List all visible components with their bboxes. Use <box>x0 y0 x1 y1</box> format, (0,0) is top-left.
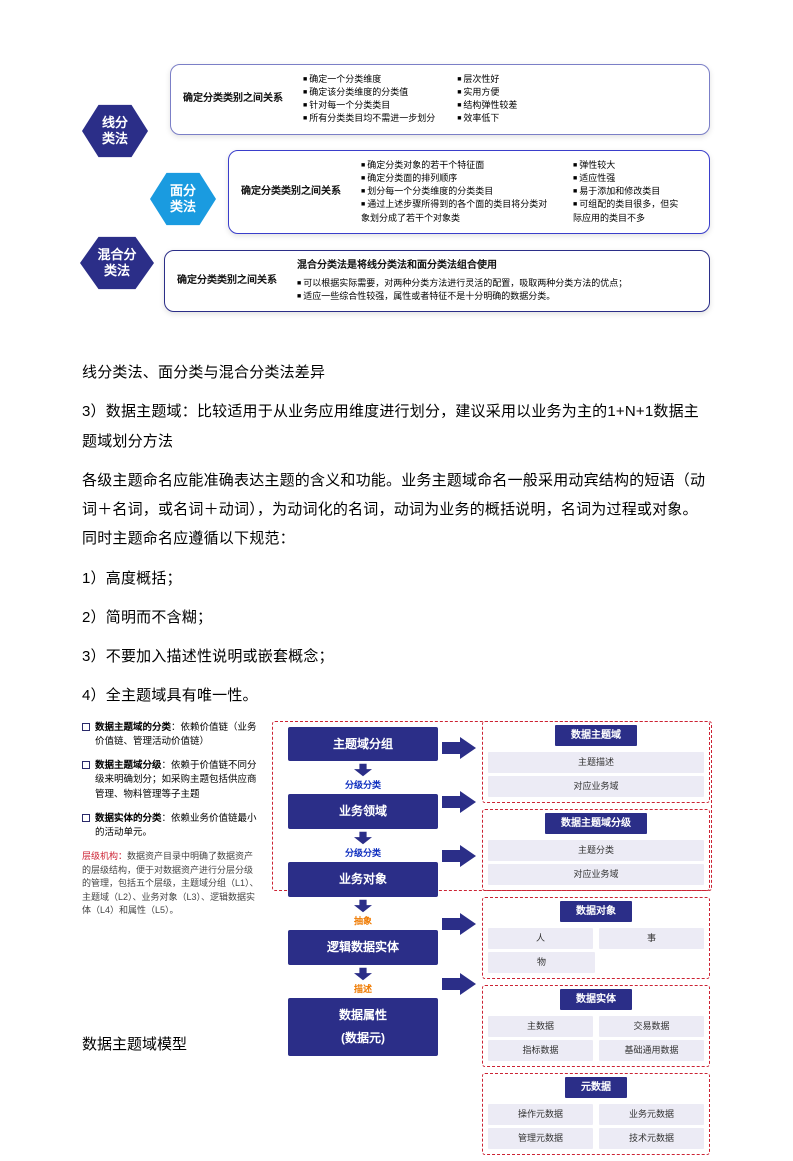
box1-colA: 确定一个分类维度确定该分类维度的分类值针对每一个分类类目所有分类类目均不需进一步… <box>303 73 435 126</box>
body-text: 线分类法、面分类与混合分类法差异 3）数据主题域：比较适用于从业务应用维度进行划… <box>82 358 711 711</box>
rule-1: 1）高度概括； <box>82 564 711 593</box>
panel-cell: 操作元数据 <box>488 1104 593 1125</box>
panel-cell: 物 <box>488 952 595 973</box>
method-box-3: 确定分类类别之间关系 混合分类法是将线分类法和面分类法组合使用 可以根据实际需要… <box>164 250 710 312</box>
mid-box: 逻辑数据实体 <box>288 930 438 965</box>
left-note: 数据主题域的分类：依赖价值链（业务价值链、管理活动价值链） <box>82 721 260 750</box>
rule-3: 3）不要加入描述性说明或嵌套概念； <box>82 642 711 671</box>
hex-linear: 线分 类法 1 <box>82 102 148 160</box>
para-topic: 3）数据主题域：比较适用于从业务应用维度进行划分，建议采用以业务为主的1+N+1… <box>82 397 711 456</box>
mid-box: 业务对象 <box>288 862 438 897</box>
left-note: 数据主题域分级：依赖于价值链不同分级来明确划分；如采购主题包括供应商管理、物料管… <box>82 759 260 802</box>
panel-cell: 主数据 <box>488 1016 593 1037</box>
left-note: 数据实体的分类：依赖业务价值链最小的活动单元。 <box>82 812 260 841</box>
panel-cell: 主题描述 <box>488 752 704 773</box>
panel-title: 数据实体 <box>560 989 632 1010</box>
rel-label-1: 确定分类类别之间关系 <box>183 92 293 107</box>
panel-title: 数据主题域分级 <box>545 813 647 834</box>
para-naming: 各级主题命名应能准确表达主题的含义和功能。业务主题域命名一般采用动宾结构的短语（… <box>82 466 711 554</box>
panel-title: 元数据 <box>565 1077 627 1098</box>
hex-mixed: 混合分 类法 3 <box>80 234 154 292</box>
right-arrow-icon <box>442 791 476 813</box>
right-arrow-icon <box>442 737 476 759</box>
hex-facet: 面分 类法 2 <box>150 170 216 228</box>
topic-domain-model-diagram: 数据主题域的分类：依赖价值链（业务价值链、管理活动价值链） 数据主题域分级：依赖于… <box>82 721 711 1021</box>
arrow-label: 描述 <box>288 981 438 998</box>
arrow-label: 分级分类 <box>288 845 438 862</box>
down-arrow-icon <box>288 899 438 913</box>
footnote: 层级机构：数据资产目录中明确了数据资产的层级结构，便于对数据资产进行分层分级的管… <box>82 850 260 918</box>
panel-title: 数据主题域 <box>555 725 637 746</box>
mid-box: 主题域分组 <box>288 727 438 762</box>
panel-cell: 主题分类 <box>488 840 704 861</box>
down-arrow-icon <box>288 967 438 981</box>
right-panel: 数据主题域主题描述对应业务域 <box>482 721 710 803</box>
panel-cell: 事 <box>599 928 704 949</box>
panel-cell: 管理元数据 <box>488 1128 593 1149</box>
panel-cell: 业务元数据 <box>599 1104 704 1125</box>
panel-cell: 对应业务域 <box>488 776 704 797</box>
right-panel: 数据对象人事物 <box>482 897 710 979</box>
panel-cell: 对应业务域 <box>488 864 704 885</box>
classification-methods-diagram: 线分 类法 1 面分 类法 2 混合分 类法 3 确定分类类别之间关系 确定一个… <box>82 60 711 340</box>
rule-2: 2）简明而不含糊； <box>82 603 711 632</box>
mid-box: 业务领域 <box>288 794 438 829</box>
rule-4: 4）全主题域具有唯一性。 <box>82 681 711 710</box>
arrow-label: 抽象 <box>288 913 438 930</box>
right-arrow-icon <box>442 845 476 867</box>
panel-cell: 交易数据 <box>599 1016 704 1037</box>
box2-colB: 弹性较大适应性强易于添加和修改类目可组配的类目很多，但实际应用的类目不多 <box>573 159 683 225</box>
right-panel: 元数据操作元数据业务元数据管理元数据技术元数据 <box>482 1073 710 1155</box>
right-column: 数据主题域主题描述对应业务域数据主题域分级主题分类对应业务域数据对象人事物数据实… <box>482 721 710 1161</box>
method-box-1: 确定分类类别之间关系 确定一个分类维度确定该分类维度的分类值针对每一个分类类目所… <box>170 64 710 135</box>
caption-top: 线分类法、面分类与混合分类法差异 <box>82 358 711 387</box>
box3-items: 可以根据实际需要，对两种分类方法进行灵活的配置，吸取两种分类方法的优点；适应一些… <box>297 277 697 303</box>
down-arrow-icon <box>288 831 438 845</box>
right-arrow-icon <box>442 973 476 995</box>
panel-cell: 基础通用数据 <box>599 1040 704 1061</box>
box1-colB: 层次性好实用方便结构弹性较差效率低下 <box>457 73 517 126</box>
panel-cell: 人 <box>488 928 593 949</box>
panel-title: 数据对象 <box>560 901 632 922</box>
rel-label-3: 确定分类类别之间关系 <box>177 274 287 289</box>
panel-cell: 技术元数据 <box>599 1128 704 1149</box>
mid-box: 数据属性 (数据元) <box>288 998 438 1056</box>
left-notes: 数据主题域的分类：依赖价值链（业务价值链、管理活动价值链） 数据主题域分级：依赖于… <box>82 721 260 918</box>
rel-label-2: 确定分类类别之间关系 <box>241 185 351 200</box>
box3-title: 混合分类法是将线分类法和面分类法组合使用 <box>297 259 697 274</box>
right-panel: 数据主题域分级主题分类对应业务域 <box>482 809 710 891</box>
right-arrow-icon <box>442 913 476 935</box>
arrow-label: 分级分类 <box>288 777 438 794</box>
panel-cell: 指标数据 <box>488 1040 593 1061</box>
right-panel: 数据实体主数据交易数据指标数据基础通用数据 <box>482 985 710 1067</box>
down-arrow-icon <box>288 763 438 777</box>
method-box-2: 确定分类类别之间关系 确定分类对象的若干个特征面确定分类面的排列顺序划分每一个分… <box>228 150 710 234</box>
mid-column: 主题域分组分级分类业务领域分级分类业务对象抽象逻辑数据实体描述数据属性 (数据元… <box>288 727 438 1058</box>
box2-colA: 确定分类对象的若干个特征面确定分类面的排列顺序划分每一个分类维度的分类类目通过上… <box>361 159 551 225</box>
